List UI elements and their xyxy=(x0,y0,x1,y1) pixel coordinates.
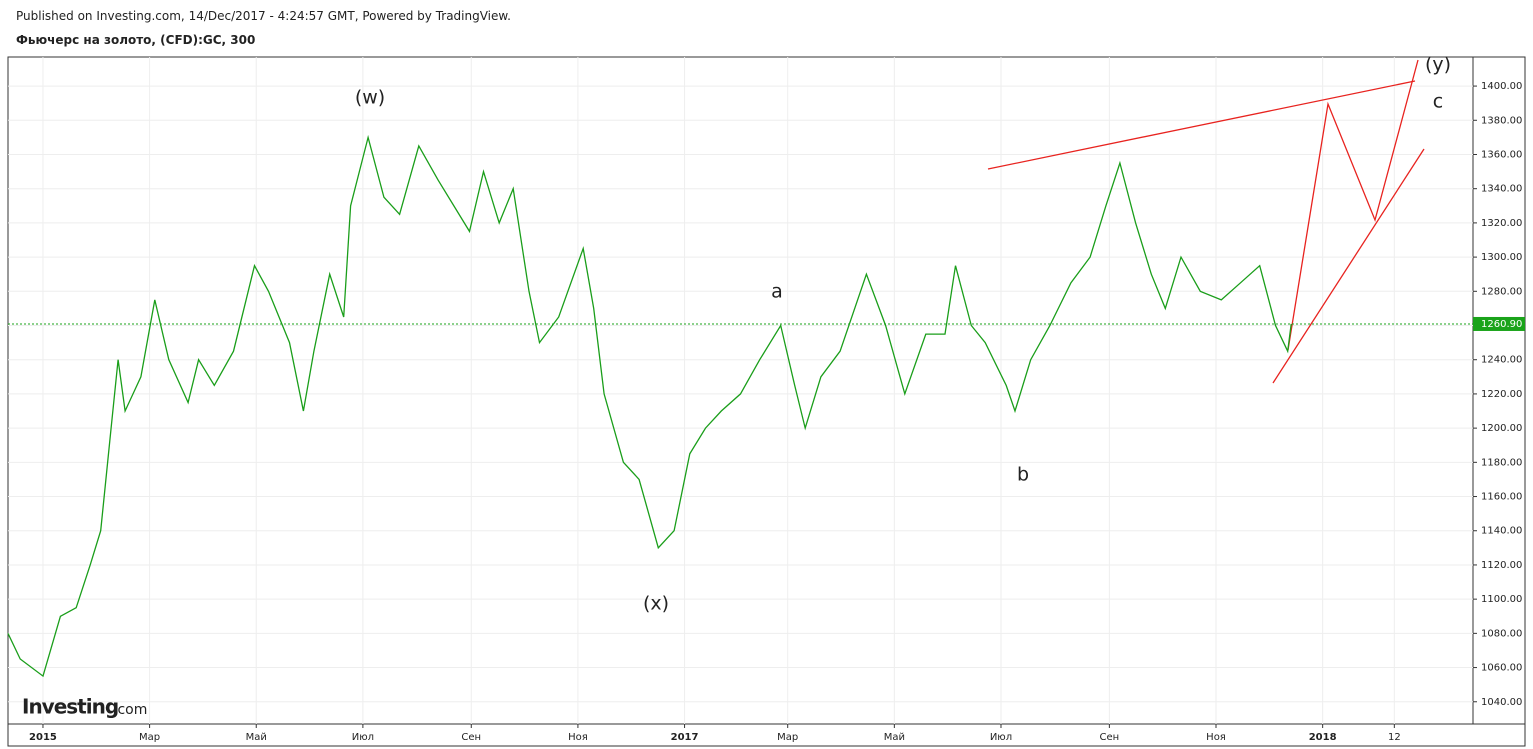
x-tick-label: 2015 xyxy=(29,732,57,743)
y-tick-label: 1280.00 xyxy=(1481,286,1522,297)
symbol-title: Фьючерс на золото, (CFD):GC, 300 xyxy=(16,33,256,47)
x-tick-label: Сен xyxy=(461,732,481,743)
y-tick-label: 1220.00 xyxy=(1481,389,1522,400)
wave-label: a xyxy=(771,281,783,303)
last-price-tag xyxy=(1473,316,1525,331)
wave-label: c xyxy=(1433,91,1443,113)
plot-frame xyxy=(7,56,1474,725)
wave-label: b xyxy=(1017,464,1029,486)
wave-label: (w) xyxy=(355,87,385,109)
forecast-path xyxy=(1287,59,1419,351)
x-tick-label: 12 xyxy=(1388,732,1401,743)
trend-line xyxy=(987,80,1416,170)
y-tick-label: 1040.00 xyxy=(1481,697,1522,708)
logo-suffix: .com xyxy=(113,702,147,718)
price-line xyxy=(7,134,1292,678)
y-tick-label: 1060.00 xyxy=(1481,663,1522,674)
y-tick-label: 1140.00 xyxy=(1481,526,1522,537)
y-tick-label: 1180.00 xyxy=(1481,457,1522,468)
trend-line xyxy=(1272,148,1425,384)
y-tick-label: 1240.00 xyxy=(1481,355,1522,366)
x-tick-label: Июл xyxy=(990,732,1012,743)
y-tick-label: 1320.00 xyxy=(1481,218,1522,229)
y-tick-label: 1400.00 xyxy=(1481,81,1522,92)
y-tick-label: 1100.00 xyxy=(1481,594,1522,605)
x-tick-label: Июл xyxy=(352,732,374,743)
last-price-label: 1260.90 xyxy=(1481,319,1522,330)
x-tick-label: 2017 xyxy=(671,732,699,743)
y-tick-label: 1080.00 xyxy=(1481,628,1522,639)
x-tick-label: Сен xyxy=(1100,732,1120,743)
y-tick-label: 1200.00 xyxy=(1481,423,1522,434)
y-tick-label: 1120.00 xyxy=(1481,560,1522,571)
x-tick-label: Ноя xyxy=(1206,732,1226,743)
y-tick-label: 1380.00 xyxy=(1481,115,1522,126)
x-tick-label: 2018 xyxy=(1309,732,1337,743)
x-tick-label: Мар xyxy=(139,732,160,743)
x-tick-label: Май xyxy=(246,732,267,743)
x-axis-frame xyxy=(7,723,1526,747)
y-tick-label: 1360.00 xyxy=(1481,149,1522,160)
x-tick-label: Май xyxy=(884,732,905,743)
y-tick-label: 1300.00 xyxy=(1481,252,1522,263)
grid xyxy=(8,57,1473,724)
y-axis-frame xyxy=(1472,56,1526,725)
y-tick-label: 1160.00 xyxy=(1481,492,1522,503)
y-tick-label: 1340.00 xyxy=(1481,184,1522,195)
wave-label: (y) xyxy=(1425,54,1451,76)
wave-label: (x) xyxy=(643,593,669,615)
logo-brand: Investing xyxy=(22,695,118,719)
wave-drawings xyxy=(987,59,1425,384)
x-tick-label: Мар xyxy=(777,732,798,743)
x-tick-label: Ноя xyxy=(568,732,588,743)
published-note: Published on Investing.com, 14/Dec/2017 … xyxy=(16,9,511,23)
